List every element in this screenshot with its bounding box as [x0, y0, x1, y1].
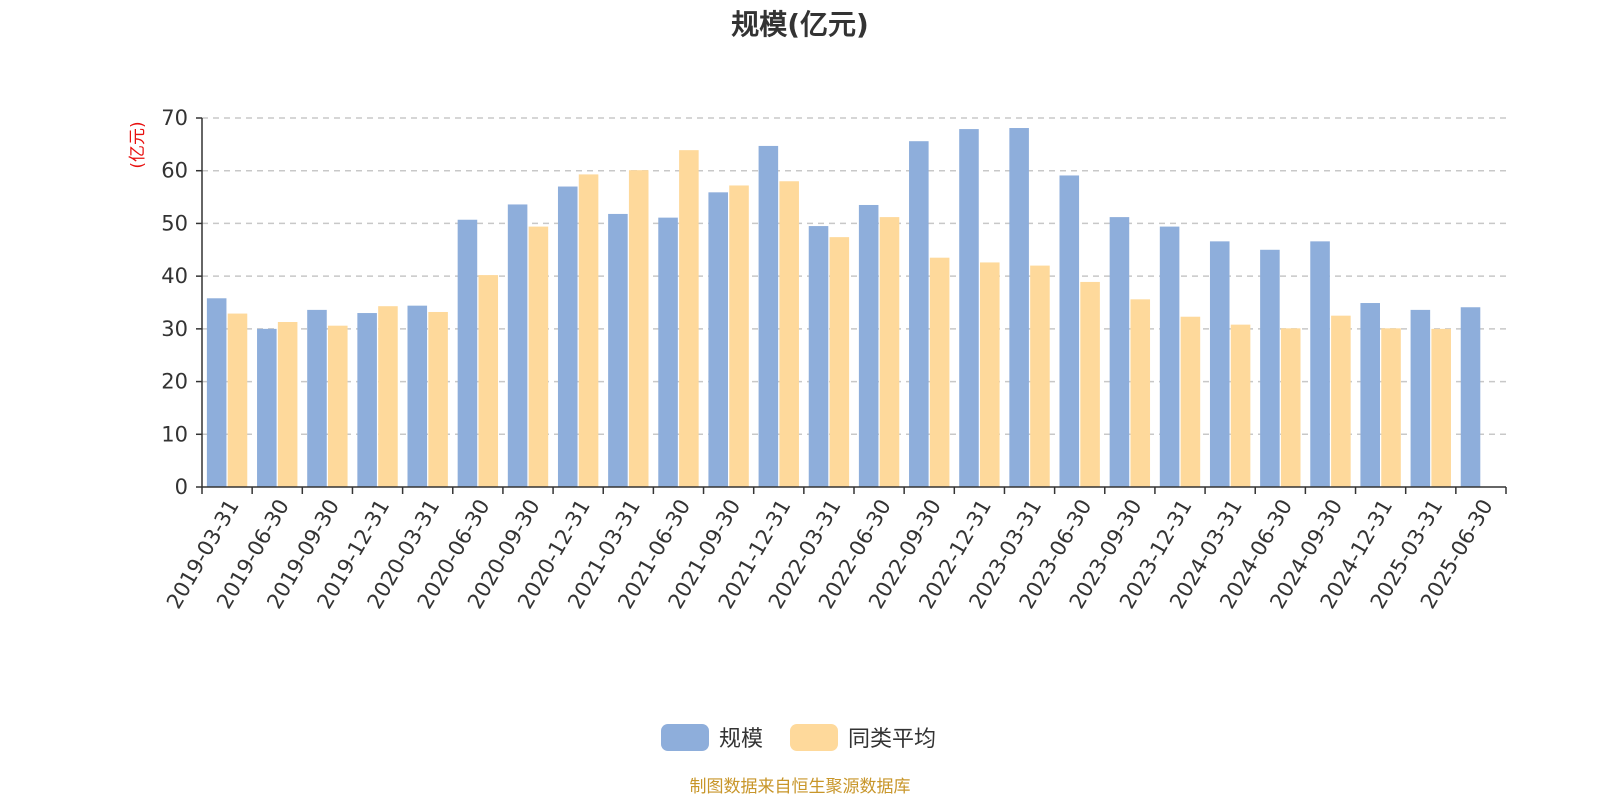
legend-label: 规模 [719, 727, 763, 752]
bar-scale [307, 309, 327, 487]
bar-scale [1209, 241, 1230, 487]
bar-scale [1410, 309, 1431, 487]
bar-scale [608, 213, 628, 487]
axes [196, 117, 1507, 494]
bar-scale [808, 226, 829, 488]
bar-peer-average [679, 150, 699, 488]
bar-peer-average [1130, 299, 1151, 487]
gridlines [202, 117, 1506, 436]
y-tick-label: 60 [161, 159, 188, 183]
bar-peer-average [1331, 315, 1351, 487]
bar-scale [758, 145, 779, 487]
bar-scale [909, 141, 929, 488]
bars [206, 128, 1481, 488]
bar-peer-average [628, 170, 649, 488]
bar-scale [357, 313, 377, 487]
bar-scale [1460, 307, 1481, 487]
bar-peer-average [980, 262, 1000, 487]
bar-peer-average [1230, 324, 1251, 487]
bar-peer-average [277, 322, 298, 487]
y-tick-label: 20 [161, 370, 188, 394]
bar-scale [1310, 241, 1330, 487]
x-tick-labels: 2019-03-312019-06-302019-09-302019-12-31… [162, 495, 1498, 613]
bar-peer-average [729, 185, 749, 487]
bar-peer-average [779, 181, 799, 487]
legend-swatch [790, 724, 838, 751]
bar-peer-average [328, 325, 348, 487]
bar-peer-average [1180, 316, 1201, 487]
bar-peer-average [1381, 328, 1401, 487]
bar-peer-average [929, 257, 950, 487]
bar-peer-average [378, 306, 398, 487]
bar-scale [708, 192, 728, 487]
bar-peer-average [1030, 265, 1050, 487]
bar-peer-average [478, 275, 499, 487]
bar-scale [507, 204, 528, 488]
bar-peer-average [829, 237, 850, 487]
y-tick-label: 30 [161, 317, 188, 341]
bar-peer-average [227, 313, 248, 487]
bar-scale [557, 186, 578, 487]
bar-peer-average [879, 217, 900, 488]
bar-scale [858, 204, 879, 487]
bar-scale [1059, 175, 1080, 488]
bar-scale [257, 328, 277, 487]
y-tick-label: 50 [161, 211, 188, 235]
y-axis-label: (亿元) [128, 121, 148, 168]
bar-peer-average [1080, 281, 1100, 487]
bar-peer-average [1280, 328, 1301, 487]
chart-title: 规模(亿元) [731, 8, 869, 41]
legend-swatch [661, 724, 709, 751]
bar-peer-average [578, 174, 599, 487]
bar-scale [1009, 128, 1029, 487]
bar-peer-average [528, 226, 549, 487]
bar-scale [1260, 249, 1280, 487]
legend-label: 同类平均 [848, 727, 936, 752]
data-source-note: 制图数据来自恒生聚源数据库 [690, 777, 911, 797]
y-tick-label: 10 [161, 422, 188, 446]
bar-peer-average [428, 311, 448, 487]
y-tick-label: 0 [175, 475, 188, 499]
legend: 规模 同类平均 [661, 724, 936, 752]
y-tick-label: 70 [161, 106, 188, 130]
bar-scale [206, 298, 227, 487]
bar-scale [658, 217, 678, 487]
bar-scale [407, 305, 428, 487]
y-tick-labels: 0 10 20 30 40 50 60 70 [161, 106, 188, 499]
bar-scale [1159, 226, 1180, 487]
bar-peer-average [1431, 328, 1451, 487]
bar-scale [457, 219, 478, 487]
bar-scale [1109, 217, 1130, 488]
bar-scale [1360, 303, 1380, 487]
y-tick-label: 40 [161, 264, 188, 288]
bar-scale [959, 129, 979, 487]
